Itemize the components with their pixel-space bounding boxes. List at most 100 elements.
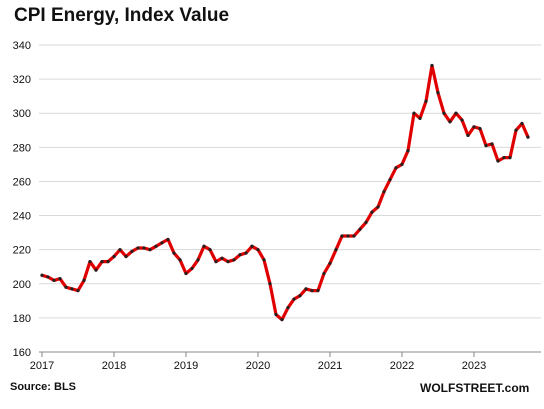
data-point: [328, 261, 332, 265]
data-point: [382, 190, 386, 194]
data-point: [232, 258, 236, 262]
data-point: [526, 135, 530, 139]
data-point: [58, 277, 62, 281]
data-point: [238, 253, 242, 257]
y-tick-label: 220: [13, 245, 31, 257]
data-point: [190, 266, 194, 271]
data-point: [508, 155, 512, 160]
data-point: [352, 234, 356, 238]
data-point: [418, 116, 422, 120]
series-line-path: [40, 63, 530, 322]
data-point: [70, 287, 74, 291]
data-point: [322, 271, 326, 276]
data-point: [340, 234, 344, 238]
y-tick-label: 280: [13, 142, 31, 154]
y-tick-label: 320: [13, 74, 31, 86]
data-point: [256, 248, 260, 252]
data-point: [502, 155, 506, 160]
y-tick-label: 300: [13, 108, 31, 120]
data-point: [136, 246, 140, 250]
data-point: [484, 144, 488, 148]
data-point: [52, 278, 56, 282]
data-point: [250, 244, 254, 248]
x-tick-label: 2018: [102, 360, 126, 372]
data-points: [40, 63, 530, 322]
data-point: [520, 121, 524, 126]
data-point: [448, 120, 452, 124]
data-point: [214, 260, 218, 264]
data-point: [184, 271, 188, 276]
data-point: [268, 282, 272, 286]
data-point: [130, 249, 134, 253]
data-point: [292, 297, 296, 301]
data-point: [406, 149, 410, 153]
y-tick-label: 240: [13, 211, 31, 223]
chart-title: CPI Energy, Index Value: [14, 5, 230, 26]
data-point: [202, 244, 206, 248]
data-point: [346, 234, 350, 238]
y-tick-label: 260: [13, 176, 31, 188]
data-point: [208, 248, 212, 252]
data-point: [82, 278, 86, 282]
y-axis-ticks: 160 180 200 220 240 260 280 300 320 340: [13, 40, 31, 359]
data-point: [400, 162, 404, 166]
data-point: [430, 63, 434, 68]
y-tick-label: 160: [13, 347, 31, 359]
y-tick-label: 200: [13, 279, 31, 291]
x-tick-label: 2017: [30, 360, 54, 372]
data-point: [226, 260, 230, 264]
data-point: [262, 258, 266, 262]
x-tick-label: 2023: [462, 360, 486, 372]
data-point: [178, 258, 182, 262]
data-point: [196, 258, 200, 262]
data-point: [388, 178, 392, 182]
data-point: [142, 246, 146, 250]
data-point: [274, 312, 278, 317]
data-point: [46, 275, 50, 279]
x-tick-label: 2020: [246, 360, 270, 372]
data-point: [478, 126, 482, 131]
data-point: [280, 317, 284, 322]
data-point: [298, 294, 302, 298]
data-point: [124, 254, 128, 259]
data-point: [88, 260, 92, 264]
data-point: [118, 248, 122, 252]
data-point: [436, 91, 440, 95]
data-point: [106, 260, 110, 264]
data-point: [334, 248, 338, 252]
data-point: [490, 142, 494, 146]
y-tick-label: 180: [13, 313, 31, 325]
data-point: [112, 254, 116, 259]
data-point: [424, 99, 428, 103]
data-point: [514, 128, 518, 132]
data-point: [316, 289, 320, 293]
data-point: [496, 159, 500, 163]
data-point: [100, 260, 104, 264]
x-tick-label: 2019: [174, 360, 198, 372]
data-point: [94, 268, 98, 272]
data-point: [154, 244, 158, 248]
data-point: [40, 273, 44, 277]
data-point: [358, 227, 362, 231]
data-point: [244, 251, 248, 255]
data-point: [466, 133, 470, 137]
data-point: [304, 287, 308, 291]
data-point: [472, 125, 476, 129]
data-point: [412, 111, 416, 115]
data-point: [64, 285, 68, 289]
brand-label: WOLFSTREET.com: [420, 381, 530, 395]
data-point: [370, 210, 374, 214]
data-point: [148, 248, 152, 252]
y-tick-label: 340: [13, 40, 31, 52]
data-point: [376, 205, 380, 209]
data-point: [172, 251, 176, 255]
source-note: Source: BLS: [10, 381, 77, 393]
data-point: [394, 166, 398, 170]
data-point: [442, 111, 446, 115]
data-point: [310, 289, 314, 293]
data-point: [286, 306, 290, 310]
data-point: [460, 118, 464, 122]
data-point: [160, 241, 164, 245]
x-tick-label: 2021: [318, 360, 342, 372]
